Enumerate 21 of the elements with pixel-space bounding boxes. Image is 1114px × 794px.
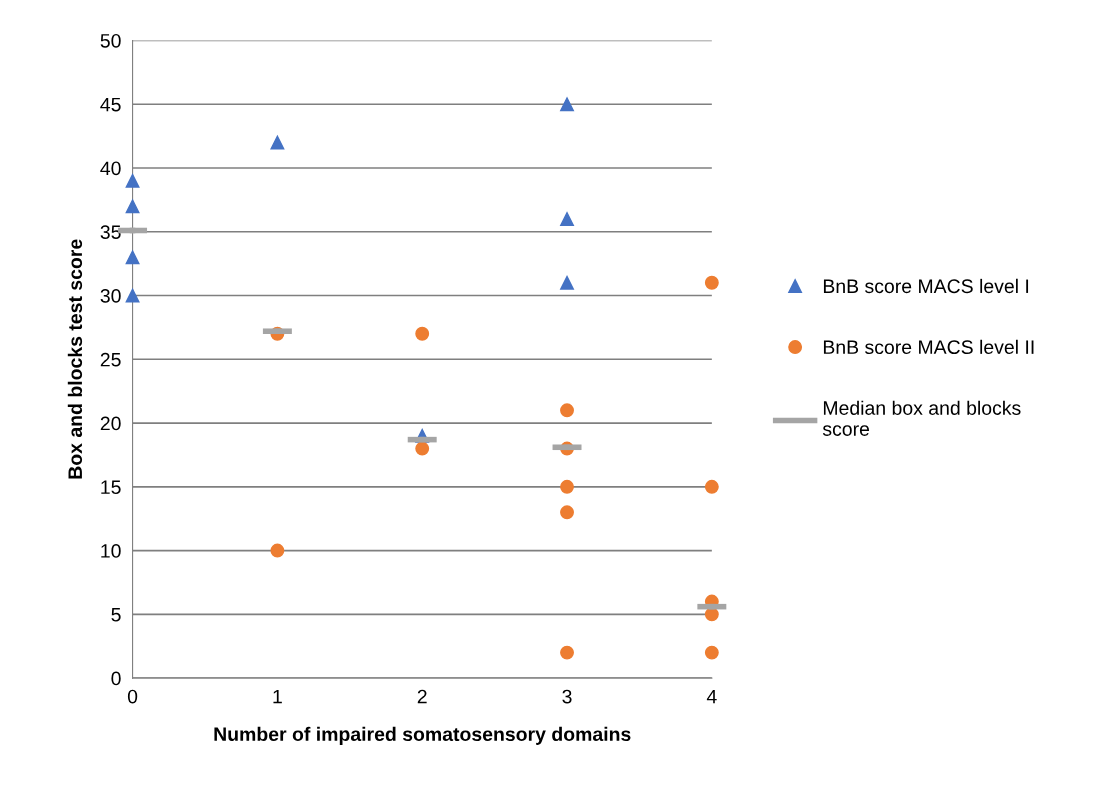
y-tick-label: 40	[100, 161, 121, 176]
x-tick-label: 1	[273, 689, 282, 704]
y-tick-label: 15	[101, 480, 121, 495]
legend-label: BnB score MACS level II	[823, 339, 1034, 355]
y-tick-label: 0	[111, 671, 121, 686]
y-tick-label: 30	[100, 288, 121, 303]
y-tick-label: 25	[100, 352, 121, 367]
legend-label: BnB score MACS level I	[823, 278, 1029, 294]
x-tick-label: 3	[562, 689, 572, 704]
y-tick-label: 50	[100, 33, 121, 48]
x-tick-label: 4	[706, 689, 717, 704]
y-axis-title: Box and blocks test score	[67, 239, 83, 479]
x-axis-title: Number of impaired somatosensory domains	[214, 726, 631, 745]
x-tick-label: 2	[417, 689, 427, 704]
y-tick-label: 10	[101, 544, 121, 558]
y-tick-label: 45	[100, 97, 121, 112]
y-tick-label: 35	[100, 225, 121, 240]
x-tick-label: 0	[127, 689, 138, 704]
y-tick-label: 20	[100, 416, 121, 431]
legend-label: Median box and blocks score	[822, 400, 1021, 436]
y-tick-label: 5	[111, 607, 121, 622]
